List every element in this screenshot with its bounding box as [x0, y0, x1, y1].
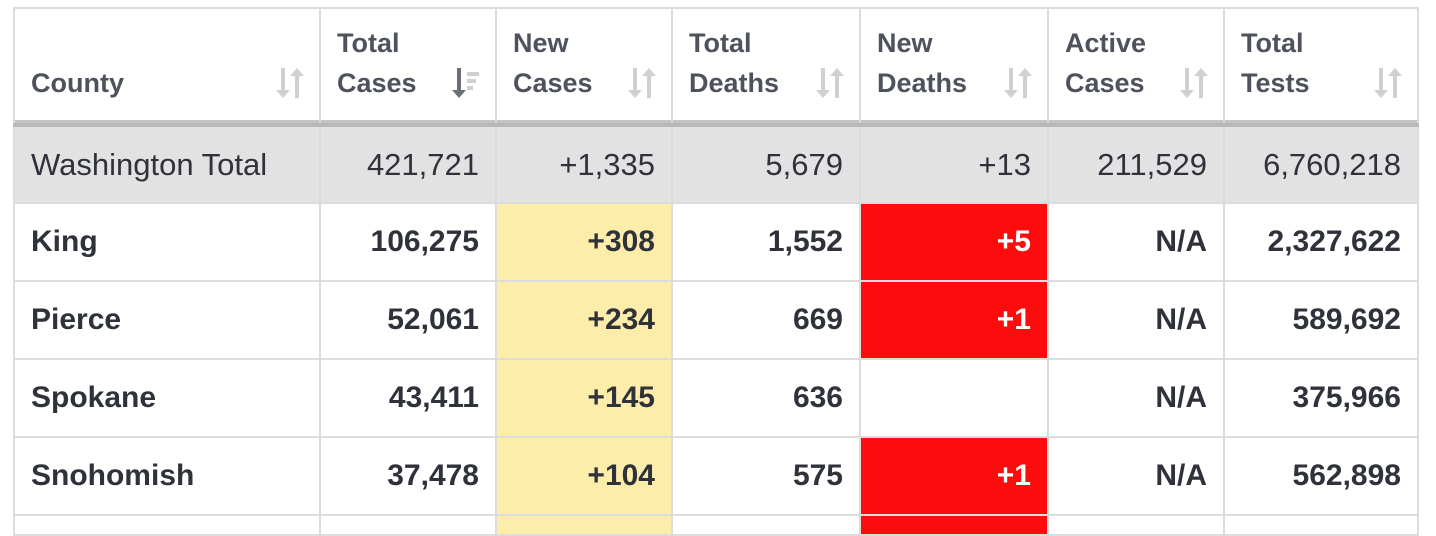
county-cell[interactable]: Pierce — [13, 280, 321, 360]
active-cases-cell: N/A — [1047, 280, 1225, 360]
total-new-deaths: +13 — [859, 123, 1049, 204]
total-deaths-cell: 575 — [671, 436, 861, 516]
new-deaths-cell: +5 — [859, 202, 1049, 282]
col-header-label-line1: Total — [1241, 28, 1304, 58]
new-deaths-cell — [859, 514, 1049, 536]
total-cases-cell: 43,411 — [319, 358, 497, 438]
total-row: Washington Total 421,721 +1,335 5,679 +1… — [13, 123, 1419, 204]
total-active-cases: 211,529 — [1047, 123, 1225, 204]
total-total-cases: 421,721 — [319, 123, 497, 204]
active-cases-cell: N/A — [1047, 436, 1225, 516]
col-header-label-line2: Tests — [1241, 68, 1310, 98]
new-deaths-cell — [859, 358, 1049, 438]
col-header-label-line1: New — [513, 28, 569, 58]
new-deaths-cell: +1 — [859, 280, 1049, 360]
col-header-total-tests[interactable]: Total Tests — [1223, 7, 1419, 126]
total-cases-cell — [319, 514, 497, 536]
col-header-active-cases[interactable]: Active Cases — [1047, 7, 1225, 126]
new-cases-cell — [495, 514, 673, 536]
sort-arrows-icon[interactable] — [1003, 66, 1033, 100]
county-cell[interactable]: Snohomish — [13, 436, 321, 516]
col-header-new-deaths[interactable]: New Deaths — [859, 7, 1049, 126]
active-cases-cell: N/A — [1047, 358, 1225, 438]
sort-descending-icon[interactable] — [451, 66, 481, 100]
col-header-label-line2: Cases — [513, 68, 593, 98]
total-tests-cell — [1223, 514, 1419, 536]
sort-arrows-icon[interactable] — [1373, 66, 1403, 100]
total-cases-cell: 106,275 — [319, 202, 497, 282]
new-cases-cell: +234 — [495, 280, 673, 360]
total-tests-cell: 589,692 — [1223, 280, 1419, 360]
total-deaths-cell — [671, 514, 861, 536]
col-header-county[interactable]: County — [13, 7, 321, 126]
county-cell — [13, 514, 321, 536]
total-cases-cell: 37,478 — [319, 436, 497, 516]
col-header-label-line1: New — [877, 28, 933, 58]
header-row: County Total Cases — [13, 7, 1419, 126]
new-deaths-cell: +1 — [859, 436, 1049, 516]
county-cell[interactable]: Spokane — [13, 358, 321, 438]
total-tests-cell: 375,966 — [1223, 358, 1419, 438]
total-tests-cell: 2,327,622 — [1223, 202, 1419, 282]
new-cases-cell: +104 — [495, 436, 673, 516]
col-header-total-cases[interactable]: Total Cases — [319, 7, 497, 126]
total-county: Washington Total — [13, 123, 321, 204]
col-header-label-line2: Cases — [337, 68, 417, 98]
new-cases-cell: +308 — [495, 202, 673, 282]
total-deaths-cell: 636 — [671, 358, 861, 438]
sort-arrows-icon[interactable] — [815, 66, 845, 100]
table-row-partial — [13, 514, 1419, 536]
table-row: King 106,275 +308 1,552 +5 N/A 2,327,622 — [13, 202, 1419, 282]
new-cases-cell: +145 — [495, 358, 673, 438]
total-deaths-cell: 669 — [671, 280, 861, 360]
total-cases-cell: 52,061 — [319, 280, 497, 360]
col-header-label-line1: Total — [337, 28, 400, 58]
col-header-label-line2: Cases — [1065, 68, 1145, 98]
county-cell[interactable]: King — [13, 202, 321, 282]
total-total-tests: 6,760,218 — [1223, 123, 1419, 204]
col-header-label-line1: Active — [1065, 28, 1147, 58]
col-header-total-deaths[interactable]: Total Deaths — [671, 7, 861, 126]
active-cases-cell: N/A — [1047, 202, 1225, 282]
col-header-label: County — [31, 68, 124, 98]
col-header-label-line2: Deaths — [877, 68, 968, 98]
col-header-label-line1: Total — [689, 28, 752, 58]
col-header-new-cases[interactable]: New Cases — [495, 7, 673, 126]
total-total-deaths: 5,679 — [671, 123, 861, 204]
total-deaths-cell: 1,552 — [671, 202, 861, 282]
total-tests-cell: 562,898 — [1223, 436, 1419, 516]
sort-arrows-icon[interactable] — [275, 66, 305, 100]
table-row: Pierce 52,061 +234 669 +1 N/A 589,692 — [13, 280, 1419, 360]
table-row: Snohomish 37,478 +104 575 +1 N/A 562,898 — [13, 436, 1419, 516]
sort-arrows-icon[interactable] — [627, 66, 657, 100]
table-row: Spokane 43,411 +145 636 N/A 375,966 — [13, 358, 1419, 438]
total-new-cases: +1,335 — [495, 123, 673, 204]
sort-arrows-icon[interactable] — [1179, 66, 1209, 100]
covid-county-table: County Total Cases — [13, 7, 1419, 536]
col-header-label-line2: Deaths — [689, 68, 780, 98]
active-cases-cell — [1047, 514, 1225, 536]
